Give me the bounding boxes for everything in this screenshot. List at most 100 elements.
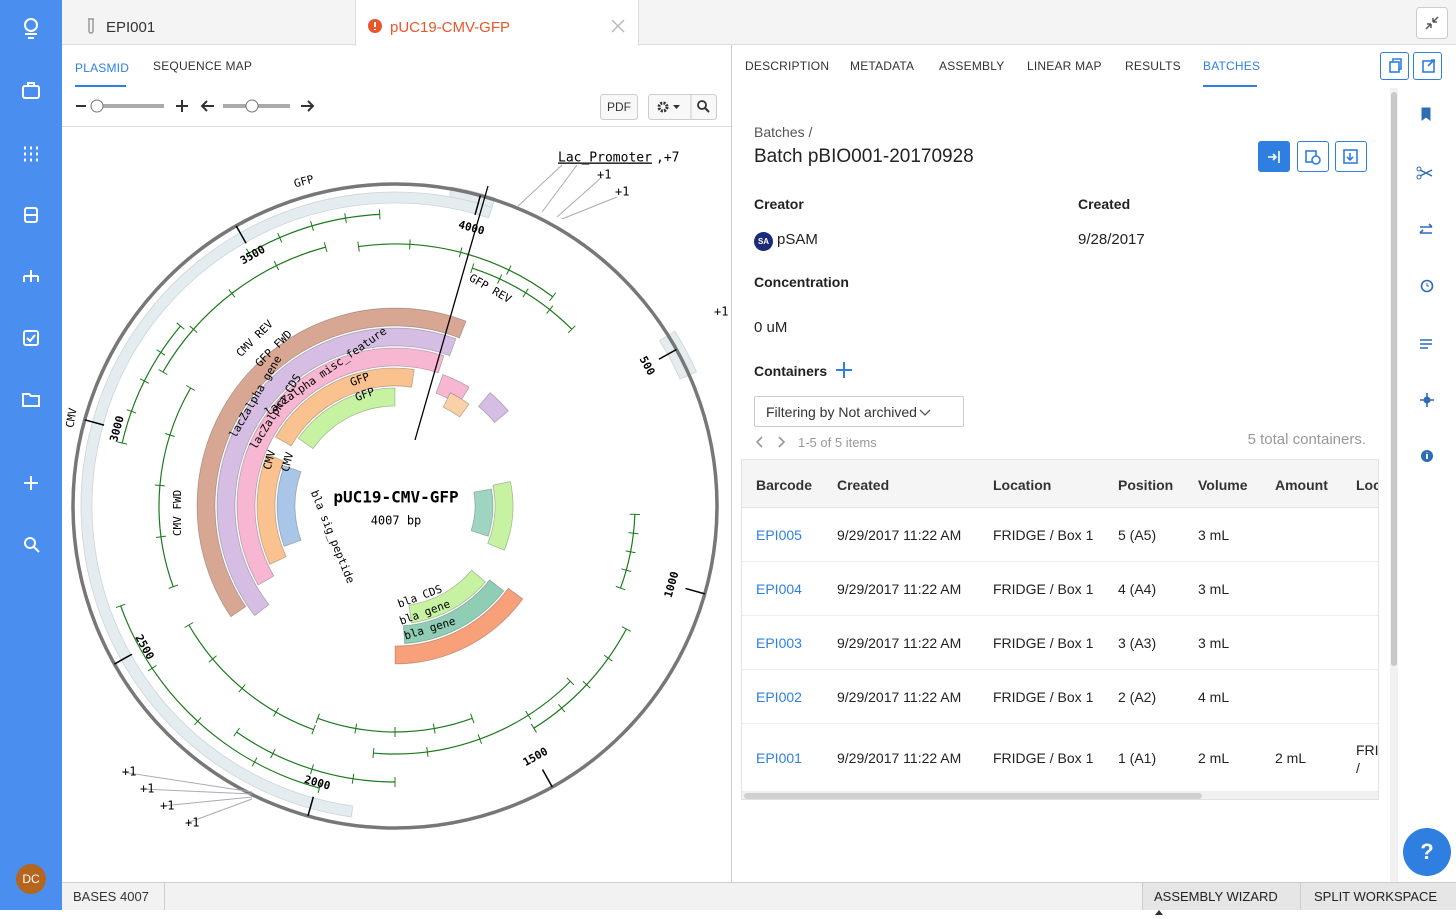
split-workspace[interactable]: SPLIT WORKSPACE	[1300, 883, 1456, 910]
right-tab[interactable]: BATCHES	[1203, 59, 1260, 73]
primer-arc	[189, 625, 314, 730]
column-header[interactable]: Loc	[1356, 477, 1379, 493]
plus-label: +1	[122, 765, 136, 779]
chevron	[919, 409, 931, 417]
table-cell: FRIDGE / Box 1	[993, 635, 1093, 651]
position-label: 4000	[457, 218, 486, 238]
primer-tick	[358, 242, 359, 252]
collapse-button[interactable]	[1416, 7, 1448, 39]
tab-label[interactable]: pUC19-CMV-GFP	[390, 19, 510, 36]
primer-tick	[229, 289, 235, 297]
feature-label: CMV FWD	[171, 490, 184, 536]
primer-tick	[410, 239, 411, 249]
primer-tick	[271, 749, 275, 758]
table-cell: FRI / Bo	[1356, 741, 1379, 777]
primer-arc	[237, 732, 395, 782]
batch-title: Batch pBIO001-20170928	[754, 146, 974, 168]
column-header[interactable]: Barcode	[756, 477, 812, 493]
table-cell: 9/29/2017 11:22 AM	[837, 750, 961, 766]
position-tick	[542, 770, 552, 787]
barcode-link[interactable]: EPI002	[756, 689, 802, 705]
tool-icons[interactable]	[1398, 88, 1456, 488]
position-label: 3000	[107, 414, 127, 443]
table-cell: 4 (A4)	[1118, 581, 1156, 597]
assembly-wizard[interactable]: ASSEMBLY WIZARD	[1142, 883, 1300, 910]
plasmid-map: Lac_Promoter ,+7 +1 +1 +1 +1 +1 +1 +1 GF…	[62, 127, 731, 882]
column-header[interactable]: Created	[837, 477, 889, 493]
left-tab[interactable]: SEQUENCE MAP	[153, 59, 252, 73]
barcode-link[interactable]: EPI005	[756, 527, 802, 543]
right-tab[interactable]: LINEAR MAP	[1027, 59, 1102, 73]
left-tab-label: PLASMID	[75, 61, 129, 75]
feature-arc	[479, 393, 509, 423]
tab-label[interactable]: EPI001	[106, 19, 155, 36]
annotation: Lac_Promoter	[558, 151, 652, 166]
breadcrumb[interactable]: Batches /	[754, 124, 812, 140]
field-label: Creator	[754, 196, 804, 212]
table-cell: 2 mL	[1198, 750, 1229, 766]
feature-arc	[471, 489, 493, 536]
add-container[interactable]	[835, 361, 853, 379]
sidebar: DC	[0, 0, 62, 910]
barcode-link[interactable]: EPI004	[756, 581, 802, 597]
plus-label: +1	[615, 185, 629, 199]
primer-tick	[526, 711, 531, 719]
close-tab[interactable]	[610, 18, 626, 34]
right-tab[interactable]: RESULTS	[1125, 59, 1181, 73]
field-label: Concentration	[754, 274, 849, 290]
field-label: Created	[1078, 196, 1130, 212]
column-header[interactable]: Position	[1118, 477, 1173, 493]
primer-tick	[550, 293, 556, 301]
primer-tick	[155, 485, 165, 486]
help-button[interactable]: ?	[1403, 828, 1451, 876]
bases: BASES 4007	[62, 883, 165, 910]
pager-arrows[interactable]	[754, 435, 790, 449]
table-cell: 2 mL	[1275, 750, 1306, 766]
table-cell: 3 mL	[1198, 527, 1229, 543]
right-tab[interactable]: ASSEMBLY	[939, 59, 1004, 73]
scroll-thumb[interactable]	[1391, 92, 1397, 666]
column-header[interactable]: Volume	[1198, 477, 1248, 493]
position-label: 2000	[303, 773, 332, 793]
bases-value: 4007	[120, 889, 149, 904]
button-icons	[1380, 52, 1442, 80]
column-header[interactable]: Location	[993, 477, 1051, 493]
primer-tick	[531, 724, 536, 732]
primer-tick	[274, 261, 278, 270]
split-divider	[731, 45, 732, 882]
primer-arc	[159, 388, 191, 587]
filter-dropdown[interactable]: Filtering by Not archived	[754, 396, 964, 427]
primer-tick	[373, 748, 374, 758]
primer-tick	[604, 655, 612, 661]
column-header[interactable]: Amount	[1275, 477, 1328, 493]
table-cell: 5 (A5)	[1118, 527, 1156, 543]
right-tab[interactable]: METADATA	[850, 59, 914, 73]
left-tab[interactable]: PLASMID	[75, 59, 129, 77]
h-scroll-thumb[interactable]	[744, 793, 1202, 799]
right-tab[interactable]: DESCRIPTION	[745, 59, 829, 73]
primer-tick	[177, 323, 185, 329]
table-cell: 1 (A1)	[1118, 750, 1156, 766]
tab-icon	[84, 18, 98, 36]
table-cell: FRIDGE / Box 1	[993, 581, 1093, 597]
primer-tick	[547, 306, 553, 314]
total-count: 5 total containers.	[1166, 431, 1366, 448]
plus-label: +1	[160, 799, 174, 813]
plus-label: +1	[714, 305, 728, 319]
tab-bar	[62, 0, 1456, 45]
table-cell: FRIDGE / Box 1	[993, 689, 1093, 705]
primer-tick	[379, 209, 380, 219]
table-cell: 3 (A3)	[1118, 635, 1156, 651]
containers-table: Barcode Created Location Position Volume Amou…	[741, 459, 1379, 800]
feature-arc	[277, 466, 301, 547]
position-label: 1500	[521, 745, 550, 769]
pdf-label: PDF	[607, 100, 631, 114]
table-cell: 2 (A2)	[1118, 689, 1156, 705]
toolbar: PDF	[62, 90, 731, 124]
plus-label: +1	[597, 168, 611, 182]
barcode-link[interactable]: EPI001	[756, 750, 802, 766]
primer-arc	[534, 629, 626, 728]
barcode-link[interactable]: EPI003	[756, 635, 802, 651]
primer-tick	[558, 704, 564, 712]
error-icon	[367, 18, 383, 34]
